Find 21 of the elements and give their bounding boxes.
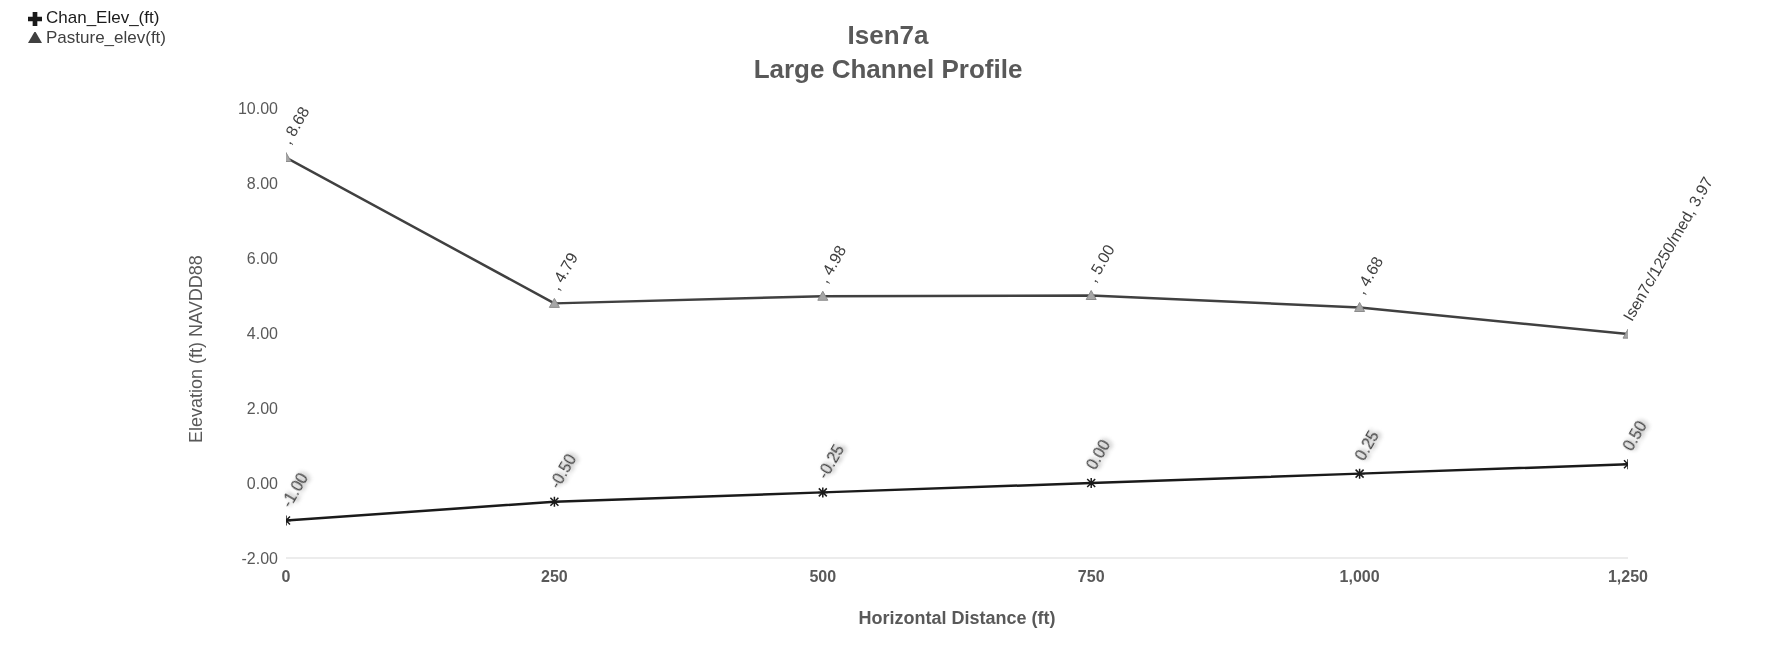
y-tick-label: 8.00 (246, 174, 279, 192)
x-tick-label: 1,250 (1607, 568, 1649, 585)
y-tick-label: -2.00 (241, 549, 279, 567)
x-tick-label: 1,000 (1339, 568, 1380, 585)
chart-subtitle: Large Channel Profile (752, 53, 1024, 86)
x-tick-label: 500 (809, 568, 837, 585)
x-tick-label: 0 (281, 568, 291, 585)
y-tick-label: 2.00 (246, 399, 279, 417)
legend-label: Chan_Elev_(ft) (46, 8, 160, 27)
point (817, 486, 829, 499)
x-tick-label: 250 (541, 568, 568, 585)
legend-label: Pasture_elev(ft) (46, 28, 166, 47)
x-axis-title: Horizontal Distance (ft) (858, 608, 1056, 628)
y-axis-title: Elevation (ft) NAVDD88 (186, 255, 207, 443)
y-tick-label: 10.00 (237, 99, 279, 117)
y-tick-label: 6.00 (246, 249, 279, 267)
y-tick-label: 4.00 (246, 324, 279, 342)
y-tick-label: 0.00 (246, 474, 279, 492)
chart-title: Isen7a (847, 20, 929, 50)
x-tick-label: 750 (1077, 568, 1105, 585)
point (1085, 477, 1097, 489)
